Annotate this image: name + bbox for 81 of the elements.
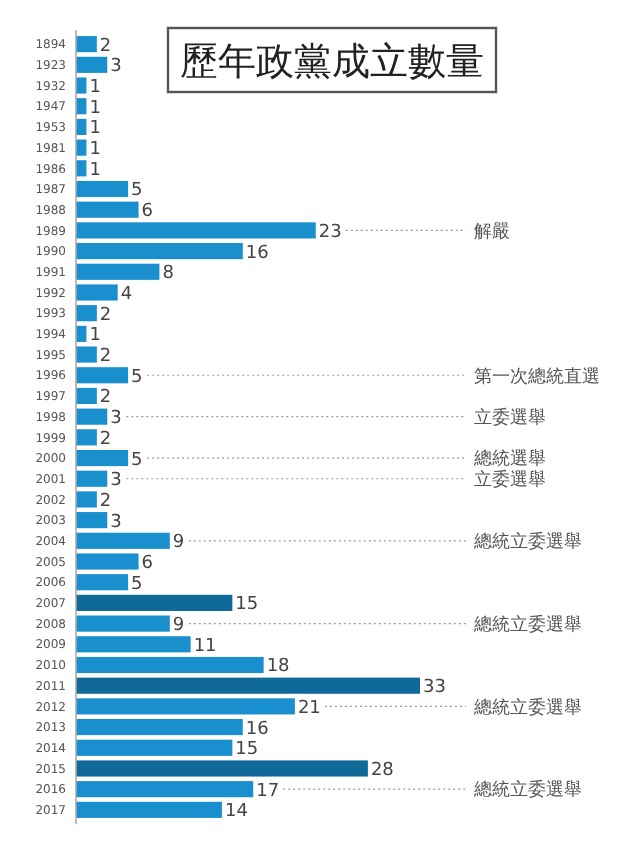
data-label: 16 [245,719,270,740]
ref-line-label: 總統立委選舉 [472,531,582,554]
bar [76,719,243,736]
ref-line-label: 總統選舉 [472,448,546,471]
bar [76,512,108,529]
bar [76,760,368,777]
bar [76,367,129,384]
bar [76,532,170,549]
bar [76,553,139,570]
data-label: 9 [172,616,185,637]
bar [76,180,129,198]
bar [76,387,97,405]
ref-line-label: 總統立委選舉 [472,613,582,636]
data-label: 8 [162,264,175,285]
bar [76,574,129,591]
chart-title: 歷年政黨成立數量 [180,40,484,84]
data-label: 2 [99,36,112,57]
data-label: 14 [224,802,249,823]
data-label: 5 [131,181,143,202]
bar [76,56,108,73]
bar [76,781,254,798]
bar [76,594,233,611]
data-label: 3 [110,471,122,492]
ref-line-label: 立委選舉 [474,406,546,429]
data-label: 18 [266,657,291,678]
bar [76,470,108,487]
ref-line-label: 解嚴 [474,220,510,243]
data-label: 6 [141,202,154,223]
data-label: 21 [297,698,321,719]
bar [76,408,108,425]
data-label: 3 [110,512,122,533]
bar [76,429,97,446]
data-label: 2 [99,347,112,368]
data-label: 2 [99,491,112,512]
bar [76,222,316,239]
bar [76,36,97,53]
data-label: 28 [370,760,395,781]
ref-line-label: 立委選舉 [474,469,546,492]
data-label: 15 [235,595,259,616]
ref-line-label: 第一次總統直選 [474,365,600,388]
data-label: 5 [131,574,143,595]
data-label: 15 [235,740,259,761]
data-label: 5 [131,367,143,388]
data-label: 9 [172,533,185,554]
data-label: 3 [110,57,122,78]
data-label: 23 [318,222,342,243]
bar [76,346,97,363]
data-label: 11 [193,636,217,657]
data-label: 2 [99,429,112,450]
data-label: 1 [89,160,101,181]
data-label: 1 [89,140,101,161]
data-label: 3 [110,409,122,430]
bar [76,201,139,218]
data-label: 33 [423,678,446,699]
data-label: 1 [89,78,101,99]
bar [76,284,118,301]
ref-line-label: 總統立委選舉 [472,696,582,719]
bar [76,677,420,694]
data-label: 2 [99,305,112,326]
bar [76,698,295,715]
bar [76,739,233,756]
data-label: 6 [141,554,154,574]
bar [76,449,129,467]
data-label: 17 [256,781,280,802]
bar [76,243,243,260]
data-label: 5 [131,450,143,471]
data-label: 1 [89,98,101,119]
bar [76,305,97,322]
bar [76,263,160,280]
data-label: 1 [89,119,101,140]
bar [76,77,87,94]
data-label: 2 [99,388,112,409]
data-label: 16 [245,243,270,264]
ref-line-label: 總統立委選舉 [472,779,582,802]
data-label: 1 [89,326,101,347]
bar [76,491,97,508]
bar [76,615,170,632]
bar [76,801,222,818]
bar [76,656,264,674]
bar [76,636,191,653]
data-label: 4 [120,284,133,305]
